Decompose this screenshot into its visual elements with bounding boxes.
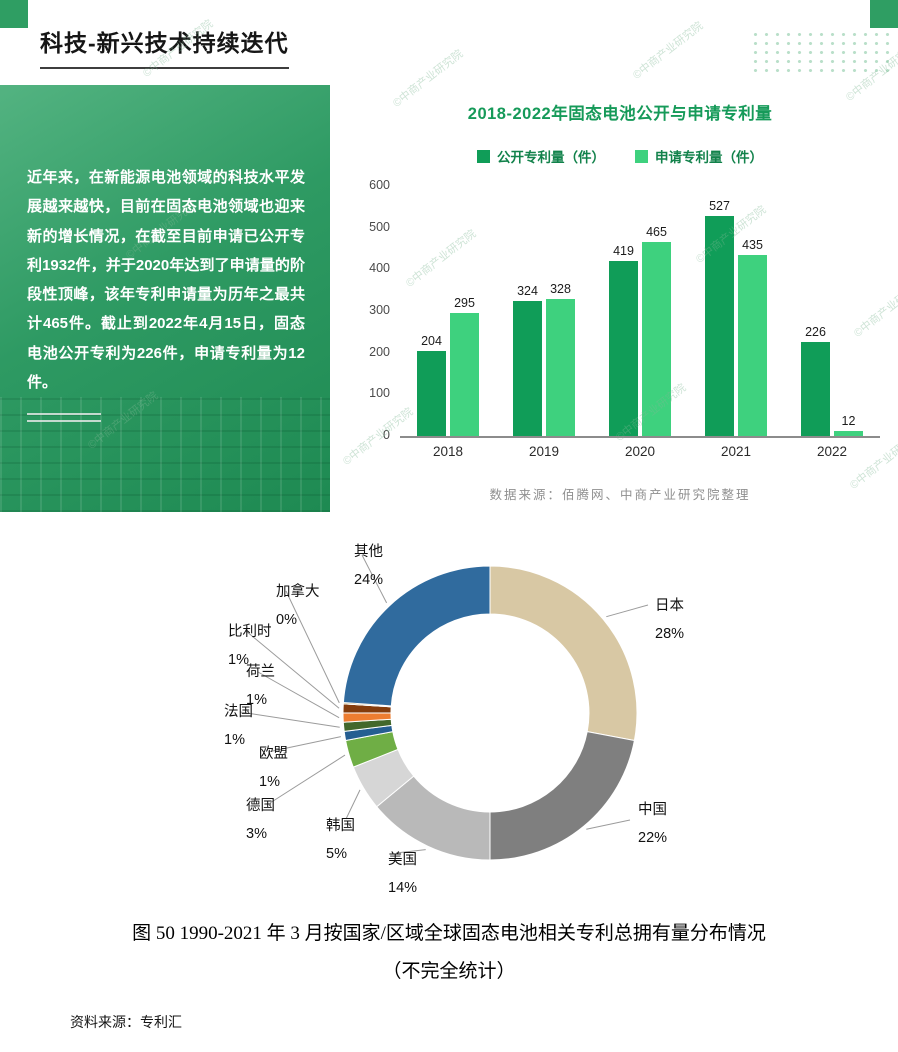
leader-line: [267, 736, 342, 753]
bar-value-label: 204: [421, 334, 442, 348]
figure-caption-line2: （不完全统计）: [382, 961, 516, 982]
donut-chart-section: 日本 28% 中国 22% 美国 14% 韩国 5% 德国 3% 欧盟 1% 法国 1% 荷兰 1% 比利时 1%…: [0, 530, 898, 900]
bar: [642, 242, 671, 436]
donut-chart: [239, 554, 649, 861]
decorative-line: [27, 413, 101, 415]
bar-chart-title: 2018-2022年固态电池公开与申请专利量: [467, 105, 773, 123]
bar-plot-area: 204 295 324 328 419 465 527 435 226 12: [400, 186, 880, 438]
bar-wrap: 419: [609, 244, 638, 436]
leader-line: [245, 630, 340, 709]
bar-group-2019: 324 328: [513, 282, 575, 436]
bar-value-label: 419: [613, 244, 634, 259]
x-axis-label: 2018: [432, 444, 464, 459]
bar-group-2018: 204 295: [417, 296, 479, 436]
y-axis-tick: 200: [369, 344, 390, 359]
circuit-board-decoration: [0, 397, 330, 512]
bar-value-label: 465: [646, 225, 667, 240]
bar-value-label: 12: [841, 414, 856, 428]
bar-wrap: 435: [738, 238, 767, 436]
y-axis-tick: 400: [369, 261, 390, 276]
bar-group-2020: 419 465: [609, 225, 671, 436]
bar-wrap: 527: [705, 199, 734, 436]
bar-wrap: 204: [417, 334, 446, 436]
leader-line: [239, 711, 340, 728]
bar-plot-wrap: 0 100 200 300 400 500 600 204 295 324 328 419 465 52…: [350, 178, 890, 466]
bar: [738, 254, 767, 436]
bar-wrap: 324: [513, 284, 542, 436]
figure-caption-line1: 图 50 1990-2021 年 3 月按国家/区域全球固态电池相关专利总拥有量…: [132, 923, 766, 944]
donut-slice-9: [342, 701, 392, 708]
decorative-line: [27, 420, 101, 422]
bar-group-2021: 527 435: [705, 199, 767, 436]
bar-value-label: 295: [454, 296, 475, 311]
y-axis-tick: 500: [369, 219, 390, 234]
leader-line: [345, 789, 361, 820]
bar-value-label: 527: [709, 199, 730, 214]
bar-chart-legend: 公开专利量（件） 申请专利量（件）: [350, 146, 890, 166]
bar: [801, 341, 830, 436]
bar-chart-source: 数据来源：佰腾网、中商产业研究院整理: [489, 488, 751, 502]
bar-wrap: 226: [801, 325, 830, 436]
y-axis-tick: 600: [369, 178, 390, 192]
bar-value-label: 324: [517, 284, 538, 298]
y-axis-tick: 100: [369, 386, 390, 401]
bar: [450, 313, 479, 436]
legend-swatch-icon: [477, 149, 490, 163]
leader-line: [361, 554, 388, 604]
source-note: 资料来源：专利汇: [70, 1014, 182, 1030]
tech-slide: 科技-新兴技术持续迭代 近年来，在新能源电池领域的科技水平发展越来越快，目前在固…: [0, 0, 898, 512]
x-axis-label: 2022: [816, 444, 848, 459]
legend-label: 申请专利量（件）: [655, 150, 763, 165]
bar-group-2022: 226 12: [801, 325, 863, 436]
bar-value-label: 328: [550, 282, 571, 297]
y-axis-tick: 300: [369, 303, 390, 317]
legend-label: 公开专利量（件）: [497, 150, 605, 165]
y-axis-tick: 0: [383, 428, 390, 442]
bar: [705, 216, 734, 436]
summary-panel: 近年来，在新能源电池领域的科技水平发展越来越快，目前在固态电池领域也迎来新的增长…: [0, 85, 330, 512]
bar-value-label: 435: [742, 237, 763, 252]
x-axis: 2018 2019 2020 2021 2022: [400, 444, 880, 459]
bar-wrap: 328: [546, 282, 575, 436]
bar-wrap: 295: [450, 296, 479, 436]
bar-wrap: 465: [642, 225, 671, 436]
leader-line: [586, 819, 631, 830]
watermark-text: ©中商产业研究院: [630, 19, 706, 82]
bar: [513, 301, 542, 436]
leader-line: [395, 849, 426, 854]
bar-chart: 2018-2022年固态电池公开与申请专利量 公开专利量（件） 申请专利量（件）…: [350, 100, 890, 503]
legend-item-applied-patents: 申请专利量（件）: [635, 146, 763, 166]
slide-title: 科技-新兴技术持续迭代: [40, 24, 289, 69]
leader-line: [269, 754, 346, 804]
bar: [546, 299, 575, 436]
bar-wrap: 12: [834, 414, 863, 436]
bar: [609, 261, 638, 436]
legend-item-open-patents: 公开专利量（件）: [477, 146, 605, 166]
leader-line: [606, 604, 649, 618]
leader-line: [285, 590, 340, 704]
donut-slice-10: [342, 565, 491, 708]
x-axis-label: 2021: [720, 444, 752, 459]
corner-square-decoration: [0, 0, 28, 28]
x-axis-label: 2020: [624, 444, 656, 459]
leader-line: [257, 671, 340, 719]
dot-grid-decoration: [750, 30, 890, 76]
donut-slice-1: [489, 731, 635, 861]
donut-slice-0: [489, 565, 638, 742]
bar: [834, 431, 863, 436]
x-axis-label: 2019: [528, 444, 560, 459]
legend-swatch-icon: [635, 149, 648, 163]
summary-text: 近年来，在新能源电池领域的科技水平发展越来越快，目前在固态电池领域也迎来新的增长…: [27, 169, 305, 391]
bar-value-label: 226: [805, 324, 826, 339]
bar: [417, 351, 446, 436]
corner-square-decoration: [870, 0, 898, 28]
